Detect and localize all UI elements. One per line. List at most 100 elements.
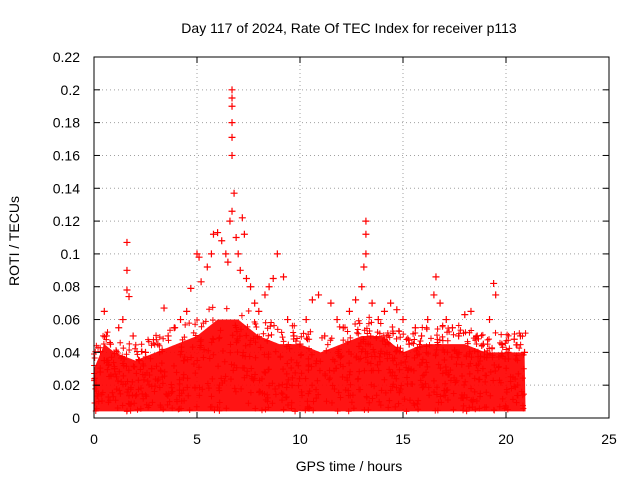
band-point [468, 385, 475, 392]
band-point [459, 372, 466, 379]
data-point [164, 332, 172, 340]
band-point [286, 345, 293, 352]
x-tick-label: 0 [90, 431, 98, 447]
band-point [227, 341, 234, 348]
data-point [315, 291, 323, 299]
band-point [377, 350, 384, 357]
band-point [414, 401, 421, 408]
band-point [121, 356, 128, 363]
band-point [215, 384, 222, 391]
band-point [365, 406, 372, 413]
band-point [194, 316, 201, 323]
band-point [132, 345, 139, 352]
band-point [498, 331, 505, 338]
band-point [208, 393, 215, 400]
band-point [124, 407, 131, 414]
band-point [386, 397, 393, 404]
data-point [228, 94, 236, 102]
band-point [337, 394, 344, 401]
data-point [296, 340, 304, 348]
band-point [104, 366, 111, 373]
band-point [352, 320, 359, 327]
band-point [373, 392, 380, 399]
band-point [366, 399, 373, 406]
band-point [222, 373, 229, 380]
band-point [310, 398, 317, 405]
band-point [314, 377, 321, 384]
band-point [274, 326, 281, 333]
band-point [113, 347, 120, 354]
band-point [356, 343, 363, 350]
band-point [443, 369, 450, 376]
band-point [216, 387, 223, 394]
band-point [192, 321, 199, 328]
band-point [288, 364, 295, 371]
band-point [221, 358, 228, 365]
band-point [476, 405, 483, 412]
band-point [303, 335, 310, 342]
band-point [210, 336, 217, 343]
band-point [159, 380, 166, 387]
band-point [109, 389, 116, 396]
band-point [373, 335, 380, 342]
band-point [367, 360, 374, 367]
band-point [288, 356, 295, 363]
band-point [426, 341, 433, 348]
band-point [249, 375, 256, 382]
band-point [305, 390, 312, 397]
band-point [169, 405, 176, 412]
band-point [277, 354, 284, 361]
band-point [346, 360, 353, 367]
band-point [145, 338, 152, 345]
band-point [305, 363, 312, 370]
band-point [376, 398, 383, 405]
band-point [417, 338, 424, 345]
y-tick-label: 0 [72, 410, 80, 426]
band-point [221, 377, 228, 384]
y-tick-label: 0.18 [53, 115, 80, 131]
data-point [187, 284, 195, 292]
band-point [415, 406, 422, 413]
band-point [511, 383, 518, 390]
band-point [441, 356, 448, 363]
band-point [392, 348, 399, 355]
band-point [367, 333, 374, 340]
band-point [128, 384, 135, 391]
band-point [284, 380, 291, 387]
band-point [280, 338, 287, 345]
band-point [246, 341, 253, 348]
band-point [495, 363, 502, 370]
band-point [440, 347, 447, 354]
band-point [347, 368, 354, 375]
band-point [519, 375, 526, 382]
band-point [460, 402, 467, 409]
band-point [104, 329, 111, 336]
band-point [285, 341, 292, 348]
band-point [448, 354, 455, 361]
data-point [238, 214, 246, 222]
y-tick-label: 0.16 [53, 147, 80, 163]
band-point [466, 370, 473, 377]
band-point [146, 371, 153, 378]
band-point [505, 332, 512, 339]
data-point [327, 299, 335, 307]
data-point [308, 296, 316, 304]
band-point [367, 341, 374, 348]
data-point [125, 293, 133, 301]
band-point [110, 359, 117, 366]
band-point [218, 375, 225, 382]
band-point [146, 381, 153, 388]
band-point [193, 403, 200, 410]
band-point [384, 349, 391, 356]
band-point [292, 408, 299, 415]
band-point [125, 367, 132, 374]
data-point [222, 250, 230, 258]
band-point [265, 366, 272, 373]
band-point [329, 382, 336, 389]
band-point [486, 336, 493, 343]
band-point [124, 389, 131, 396]
data-points [92, 86, 529, 389]
band-point [327, 337, 334, 344]
data-point [380, 307, 388, 315]
